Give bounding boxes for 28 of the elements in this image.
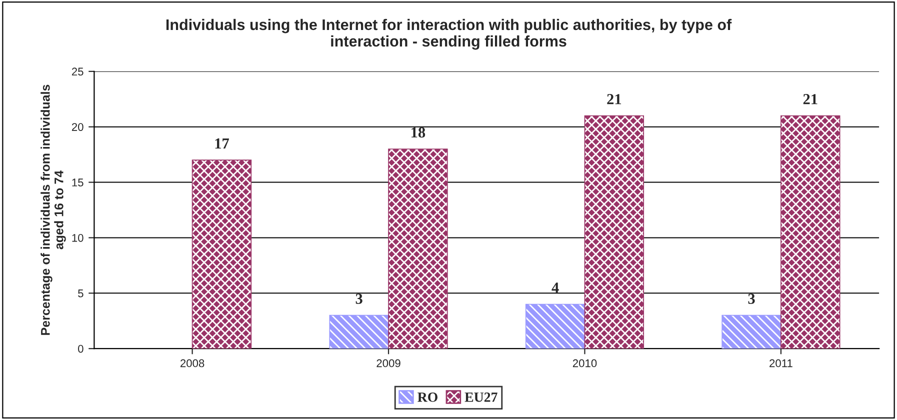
- x-tick-label: 2009: [376, 359, 400, 368]
- bar: [584, 115, 644, 349]
- bar: [329, 314, 389, 349]
- legend-label: EU27: [464, 392, 498, 402]
- data-label: 18: [412, 127, 426, 138]
- data-label: 3: [356, 294, 362, 304]
- x-tick-label: 2008: [180, 359, 204, 368]
- bar: [388, 148, 448, 349]
- data-label: 21: [607, 94, 622, 104]
- x-tick-label: 2010: [572, 359, 597, 368]
- data-label: 4: [552, 282, 559, 293]
- legend-label: RO: [418, 392, 438, 402]
- bar: [780, 115, 840, 349]
- y-tick-label: 10: [72, 234, 84, 242]
- bar: [525, 304, 586, 349]
- y-tick-label: 0: [78, 344, 84, 353]
- bar: [192, 160, 252, 349]
- y-tick-label: 25: [72, 68, 84, 76]
- bar: [722, 314, 782, 349]
- data-label: 21: [803, 94, 818, 104]
- y-tick-label: 15: [72, 178, 84, 186]
- y-tick-label: 20: [72, 123, 84, 131]
- chart-title: Individuals using the Internet for interaction with public authorities, by type of interaction - sending filled forms: [166, 18, 732, 50]
- y-tick-label: 5: [78, 290, 84, 298]
- y-axis-title: Percentage of individuals from individuals aged 16 to 74: [40, 84, 66, 335]
- data-label: 3: [748, 294, 755, 304]
- x-tick-label: 2011: [770, 359, 792, 368]
- data-label: 17: [215, 138, 229, 149]
